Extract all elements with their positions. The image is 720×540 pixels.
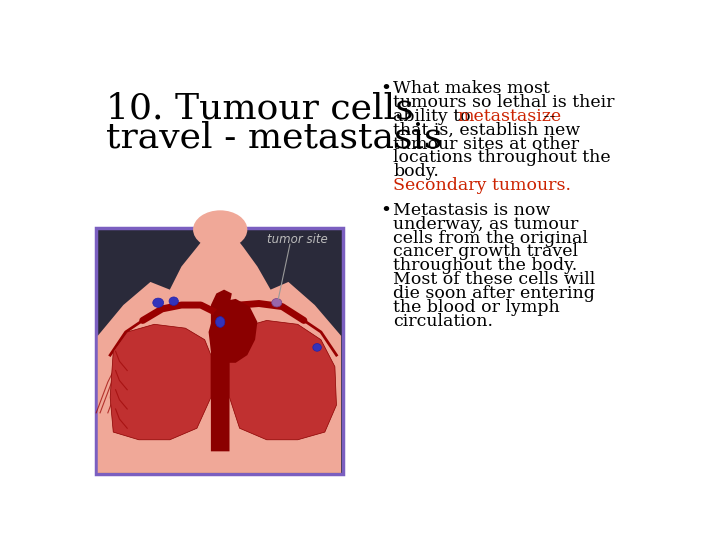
Text: the blood or lymph: the blood or lymph xyxy=(393,299,559,316)
Text: 10. Tumour cells: 10. Tumour cells xyxy=(106,92,413,126)
Text: •: • xyxy=(381,80,392,98)
Text: locations throughout the: locations throughout the xyxy=(393,150,611,166)
Ellipse shape xyxy=(271,299,282,307)
Polygon shape xyxy=(209,299,258,363)
Text: Secondary tumours.: Secondary tumours. xyxy=(393,177,571,194)
Text: ability to: ability to xyxy=(393,108,476,125)
Polygon shape xyxy=(110,325,211,440)
Text: travel - metastasis: travel - metastasis xyxy=(106,120,442,154)
Text: die soon after entering: die soon after entering xyxy=(393,285,595,302)
Polygon shape xyxy=(230,320,336,440)
Text: tumor site: tumor site xyxy=(267,233,328,246)
Text: •: • xyxy=(381,202,392,220)
Text: tumours so lethal is their: tumours so lethal is their xyxy=(393,94,615,111)
Text: What makes most: What makes most xyxy=(393,80,550,97)
Text: body.: body. xyxy=(393,164,439,180)
Ellipse shape xyxy=(215,316,225,327)
Text: that is, establish new: that is, establish new xyxy=(393,122,580,139)
Text: Metastasis is now: Metastasis is now xyxy=(393,202,550,219)
Ellipse shape xyxy=(169,297,179,306)
FancyBboxPatch shape xyxy=(96,228,343,475)
Text: tumour sites at other: tumour sites at other xyxy=(393,136,579,153)
Polygon shape xyxy=(98,230,341,473)
Text: --: -- xyxy=(538,108,555,125)
Text: metastasize: metastasize xyxy=(457,108,562,125)
Text: cancer growth travel: cancer growth travel xyxy=(393,244,578,260)
Text: throughout the body.: throughout the body. xyxy=(393,257,577,274)
Polygon shape xyxy=(211,289,232,451)
Text: cells from the original: cells from the original xyxy=(393,230,588,247)
Text: Most of these cells will: Most of these cells will xyxy=(393,271,595,288)
Ellipse shape xyxy=(153,298,163,307)
Text: circulation.: circulation. xyxy=(393,313,493,330)
Text: underway, as tumour: underway, as tumour xyxy=(393,215,578,233)
Ellipse shape xyxy=(312,343,321,351)
Ellipse shape xyxy=(193,210,248,249)
